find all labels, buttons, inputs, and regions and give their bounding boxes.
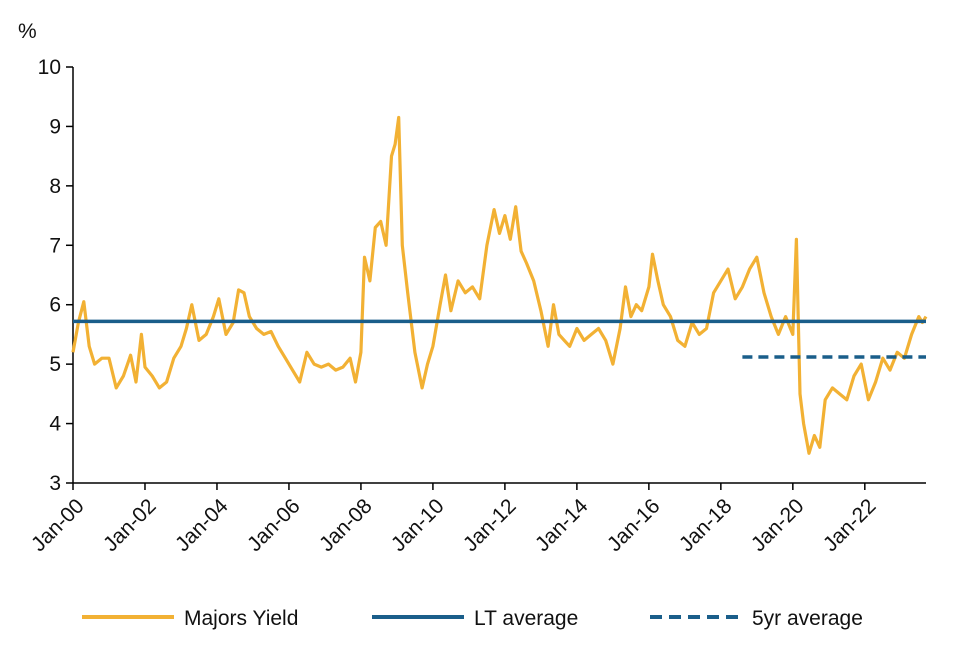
y-tick-label: 10	[38, 56, 61, 79]
x-tick-label: Jan-12	[459, 494, 521, 556]
legend-label: Majors Yield	[184, 607, 298, 630]
y-tick-label: 4	[49, 413, 61, 436]
y-tick-label: 9	[49, 115, 61, 138]
series-line-majors-yield	[71, 115, 928, 455]
y-tick-label: 8	[49, 175, 61, 198]
x-tick-label: Jan-18	[675, 494, 737, 556]
x-tick-label: Jan-02	[99, 494, 161, 556]
legend-label: LT average	[474, 607, 578, 630]
legend: Majors Yield LT average 5yr average	[82, 607, 863, 630]
y-tick-label: 7	[49, 234, 61, 257]
x-tick-label: Jan-08	[315, 494, 377, 556]
x-tick-label: Jan-04	[171, 494, 233, 556]
x-tick-label: Jan-20	[747, 494, 809, 556]
x-tick-label: Jan-22	[819, 494, 881, 556]
x-tick-label: Jan-10	[387, 494, 449, 556]
series-layer	[71, 115, 928, 455]
y-tick-label: 5	[49, 353, 61, 376]
axes	[72, 67, 926, 484]
legend-label: 5yr average	[752, 607, 863, 630]
y-tick-label: 6	[49, 294, 61, 317]
y-tick-label: 3	[49, 472, 61, 495]
x-tick-label: Jan-16	[603, 494, 665, 556]
y-unit-label: %	[18, 20, 37, 43]
y-axis-ticks: 3 4 5 6 7 8 9 10	[38, 56, 73, 495]
x-tick-label: Jan-00	[27, 494, 89, 556]
x-axis-ticks: Jan-00 Jan-02 Jan-04 Jan-06 Jan-08 Jan-10 Jan-…	[27, 483, 881, 556]
x-tick-label: Jan-06	[243, 494, 305, 556]
x-tick-label: Jan-14	[531, 494, 593, 556]
